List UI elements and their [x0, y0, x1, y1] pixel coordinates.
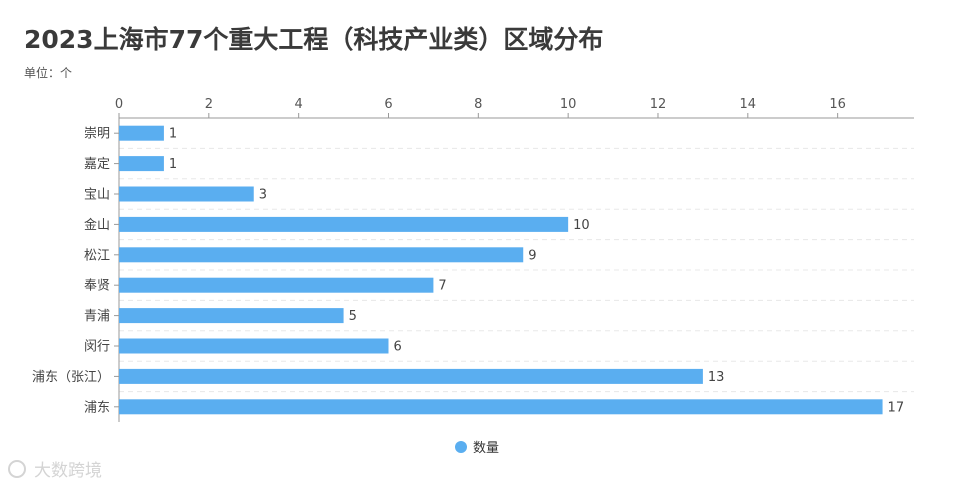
- bar: [119, 338, 389, 354]
- x-tick-label: 14: [740, 97, 757, 112]
- value-label: 6: [393, 340, 401, 355]
- bar: [119, 186, 254, 202]
- value-label: 10: [573, 218, 590, 233]
- x-tick-label: 12: [650, 97, 667, 112]
- bar-chart: 0 2 4 6 8 10 12 14 16 崇明 1 嘉定 1 宝山 3 金山 10 松江 9 奉贤 7 青浦 5 闵行 6 浦东…: [32, 97, 914, 422]
- category-label: 青浦: [84, 309, 110, 324]
- legend-label: 数量: [472, 441, 499, 456]
- category-label: 松江: [84, 248, 110, 263]
- chart-title: 2023上海市77个重大工程（科技产业类）区域分布: [24, 25, 604, 54]
- bar: [119, 247, 524, 263]
- labels: 0 2 4 6 8 10 12 14 16 崇明 1 嘉定 1 宝山 3 金山 10 松江 9 奉贤 7 青浦 5 闵行 6 浦东…: [32, 97, 904, 415]
- value-label: 13: [708, 370, 725, 385]
- watermark-text: 大数跨境: [34, 461, 102, 481]
- bar: [119, 125, 164, 141]
- category-label: 嘉定: [84, 157, 110, 172]
- x-tick-label: 0: [115, 97, 123, 112]
- category-label: 崇明: [84, 127, 110, 142]
- watermark-logo-icon: [8, 460, 26, 478]
- category-label: 浦东: [84, 400, 110, 415]
- x-tick-label: 4: [295, 97, 303, 112]
- bar: [119, 216, 569, 232]
- bar: [119, 156, 164, 172]
- x-tick-label: 6: [384, 97, 392, 112]
- chart-legend[interactable]: 数量: [0, 437, 954, 456]
- value-label: 5: [349, 309, 357, 324]
- x-tick-label: 10: [560, 97, 577, 112]
- category-label: 金山: [84, 217, 110, 233]
- category-label: 奉贤: [84, 279, 110, 294]
- watermark: 大数跨境: [8, 456, 102, 481]
- x-tick-label: 16: [829, 97, 846, 112]
- bars: [119, 125, 883, 415]
- value-label: 3: [259, 188, 267, 203]
- chart-unit-label: 单位：个: [24, 66, 73, 80]
- bar: [119, 308, 344, 324]
- value-label: 1: [169, 127, 177, 142]
- x-tick-label: 8: [474, 97, 482, 112]
- category-label: 浦东（张江）: [32, 370, 110, 385]
- value-label: 17: [888, 400, 905, 415]
- bar: [119, 368, 703, 384]
- value-label: 1: [169, 157, 177, 172]
- value-label: 7: [438, 279, 446, 294]
- value-label: 9: [528, 248, 536, 263]
- bar: [119, 399, 883, 415]
- grid-lines: [119, 147, 914, 393]
- bar: [119, 277, 434, 293]
- category-label: 宝山: [84, 188, 110, 203]
- category-label: 闵行: [84, 340, 110, 355]
- x-tick-label: 2: [205, 97, 213, 112]
- legend-marker: [454, 441, 467, 453]
